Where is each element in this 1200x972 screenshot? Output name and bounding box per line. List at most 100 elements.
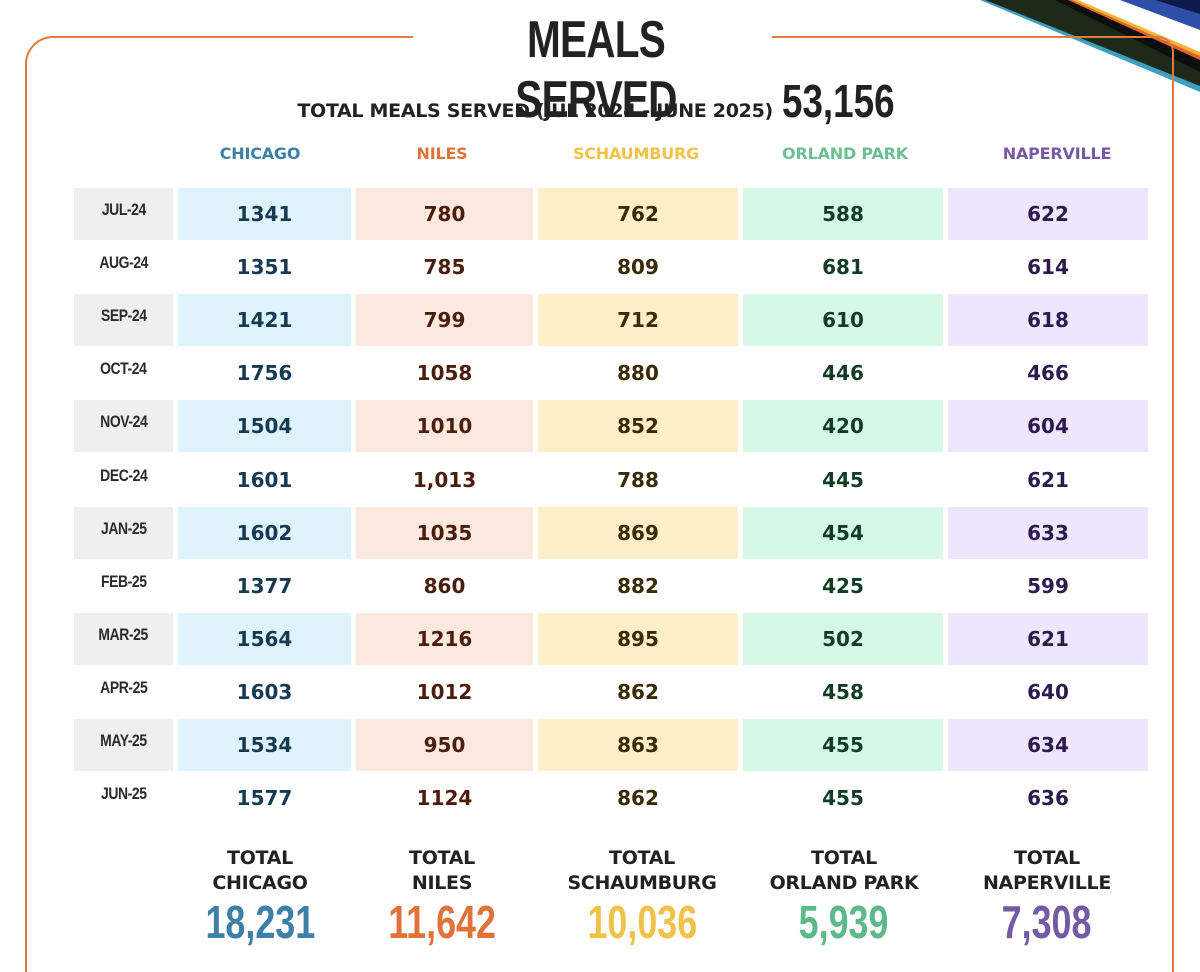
value-cell-schaumburg: 863 [538,719,738,771]
value-cell-orland-park: 455 [822,786,864,811]
total-label: TOTAL NILES [409,847,475,894]
column-header-schaumburg: SCHAUMBURG [572,144,700,163]
value-cell-chicago: 1377 [236,573,293,598]
value-cell-orland-park: 446 [822,361,864,386]
subtitle-label: TOTAL MEALS SERVED (JUL 2024 - JUNE 2025… [297,100,773,122]
value-cell-schaumburg: 895 [538,612,738,665]
total-block-naperville: TOTAL NAPERVILLE 7,308 [937,846,1157,946]
subtitle-row: TOTAL MEALS SERVED (JUL 2024 - JUNE 2025… [0,74,1200,128]
value-cell-naperville: 634 [948,719,1148,771]
value-cell-schaumburg: 862 [617,679,659,704]
value-cell-schaumburg: 762 [538,188,738,240]
value-cell-naperville: 636 [1027,786,1069,811]
month-label: MAY-25 [74,719,173,771]
value-cell-schaumburg: 862 [617,786,659,811]
value-cell-orland-park: 458 [822,679,864,704]
total-block-niles: TOTAL NILES 11,642 [332,846,552,946]
value-cell-chicago: 1603 [236,679,293,704]
month-label-text: JAN-25 [100,518,147,538]
value-cell-schaumburg: 809 [617,255,659,280]
page-title: MEALS SERVED [515,11,677,129]
month-label-text: FEB-25 [100,571,147,591]
value-cell-orland-park: 455 [743,719,943,771]
total-block-chicago: TOTAL CHICAGO 18,231 [150,846,370,946]
month-label: NOV-24 [74,400,173,453]
month-label-text: OCT-24 [100,359,147,379]
column-header-chicago: CHICAGO [219,144,301,163]
month-label: JUL-24 [74,188,173,240]
value-cell-orland-park: 445 [822,467,864,492]
month-label: SEP-24 [74,294,173,347]
total-value: 5,939 [799,896,889,948]
value-cell-schaumburg: 880 [617,361,659,386]
total-value: 7,308 [1002,896,1092,948]
month-label-text: AUG-24 [99,253,148,273]
value-cell-niles: 1058 [416,361,473,386]
value-cell-naperville: 614 [1027,255,1069,280]
value-cell-orland-park: 610 [743,294,943,347]
value-cell-niles: 1010 [356,400,533,453]
value-cell-naperville: 604 [948,400,1148,453]
value-cell-chicago: 1351 [236,255,293,280]
value-cell-orland-park: 425 [822,573,864,598]
month-label-text: JUN-25 [100,784,147,804]
table-row: FEB-25 1377 860 882 425 599 [0,560,1200,612]
value-cell-schaumburg: 788 [617,467,659,492]
value-cell-niles: 780 [356,188,533,240]
value-cell-chicago: 1421 [178,294,351,347]
value-cell-chicago: 1601 [236,467,293,492]
month-label: APR-25 [74,666,173,718]
value-cell-schaumburg: 852 [538,400,738,453]
table-row: AUG-24 1351 785 809 681 614 [0,241,1200,293]
month-label-text: SEP-24 [100,306,147,326]
month-label: JAN-25 [74,506,173,559]
value-cell-chicago: 1756 [236,361,293,386]
column-header-orland-park: ORLAND PARK [782,144,908,163]
value-cell-orland-park: 588 [743,188,943,240]
value-cell-naperville: 633 [948,506,1148,559]
total-label: TOTAL ORLAND PARK [769,847,919,894]
month-label: OCT-24 [74,347,173,399]
table-row: NOV-24 1504 1010 852 420 604 [0,400,1200,453]
table-row: JUL-24 1341 780 762 588 622 [0,188,1200,240]
value-cell-schaumburg: 712 [538,294,738,347]
value-cell-niles: 1012 [416,679,473,704]
column-header-naperville: NAPERVILLE [1002,144,1112,163]
month-label-text: DEC-24 [99,465,148,485]
value-cell-orland-park: 681 [822,255,864,280]
value-cell-niles: 799 [356,294,533,347]
month-label-text: MAY-25 [100,731,147,750]
value-cell-orland-park: 502 [743,612,943,665]
frame-border-right [772,36,1174,972]
value-cell-chicago: 1534 [178,719,351,771]
month-label: JUN-25 [74,772,173,824]
table-row: JAN-25 1602 1035 869 454 633 [0,506,1200,559]
month-label-text: APR-25 [99,677,148,697]
value-cell-niles: 785 [423,255,466,280]
frame-border-left [25,36,413,972]
table-row: DEC-24 1601 1,013 788 445 621 [0,454,1200,506]
value-cell-naperville: 599 [1027,573,1069,598]
table-row: OCT-24 1756 1058 880 446 466 [0,347,1200,399]
value-cell-chicago: 1504 [178,400,351,453]
total-value: 18,231 [205,896,315,948]
month-label: AUG-24 [74,241,173,293]
value-cell-chicago: 1564 [178,612,351,665]
value-cell-orland-park: 454 [743,506,943,559]
month-label: DEC-24 [74,454,173,506]
value-cell-orland-park: 420 [743,400,943,453]
value-cell-naperville: 640 [1027,679,1069,704]
value-cell-niles: 1,013 [412,467,477,492]
table-row: APR-25 1603 1012 862 458 640 [0,666,1200,718]
total-label: TOTAL SCHAUMBURG [567,847,717,894]
value-cell-niles: 950 [356,719,533,771]
total-value: 10,036 [587,896,697,948]
table-row: MAR-25 1564 1216 895 502 621 [0,612,1200,665]
total-block-orland-park: TOTAL ORLAND PARK 5,939 [734,846,954,946]
value-cell-naperville: 618 [948,294,1148,347]
value-cell-niles: 860 [423,573,466,598]
value-cell-chicago: 1577 [236,786,293,811]
grand-total-value: 53,156 [781,75,895,127]
value-cell-niles: 1035 [356,506,533,559]
value-cell-naperville: 621 [1027,467,1069,492]
